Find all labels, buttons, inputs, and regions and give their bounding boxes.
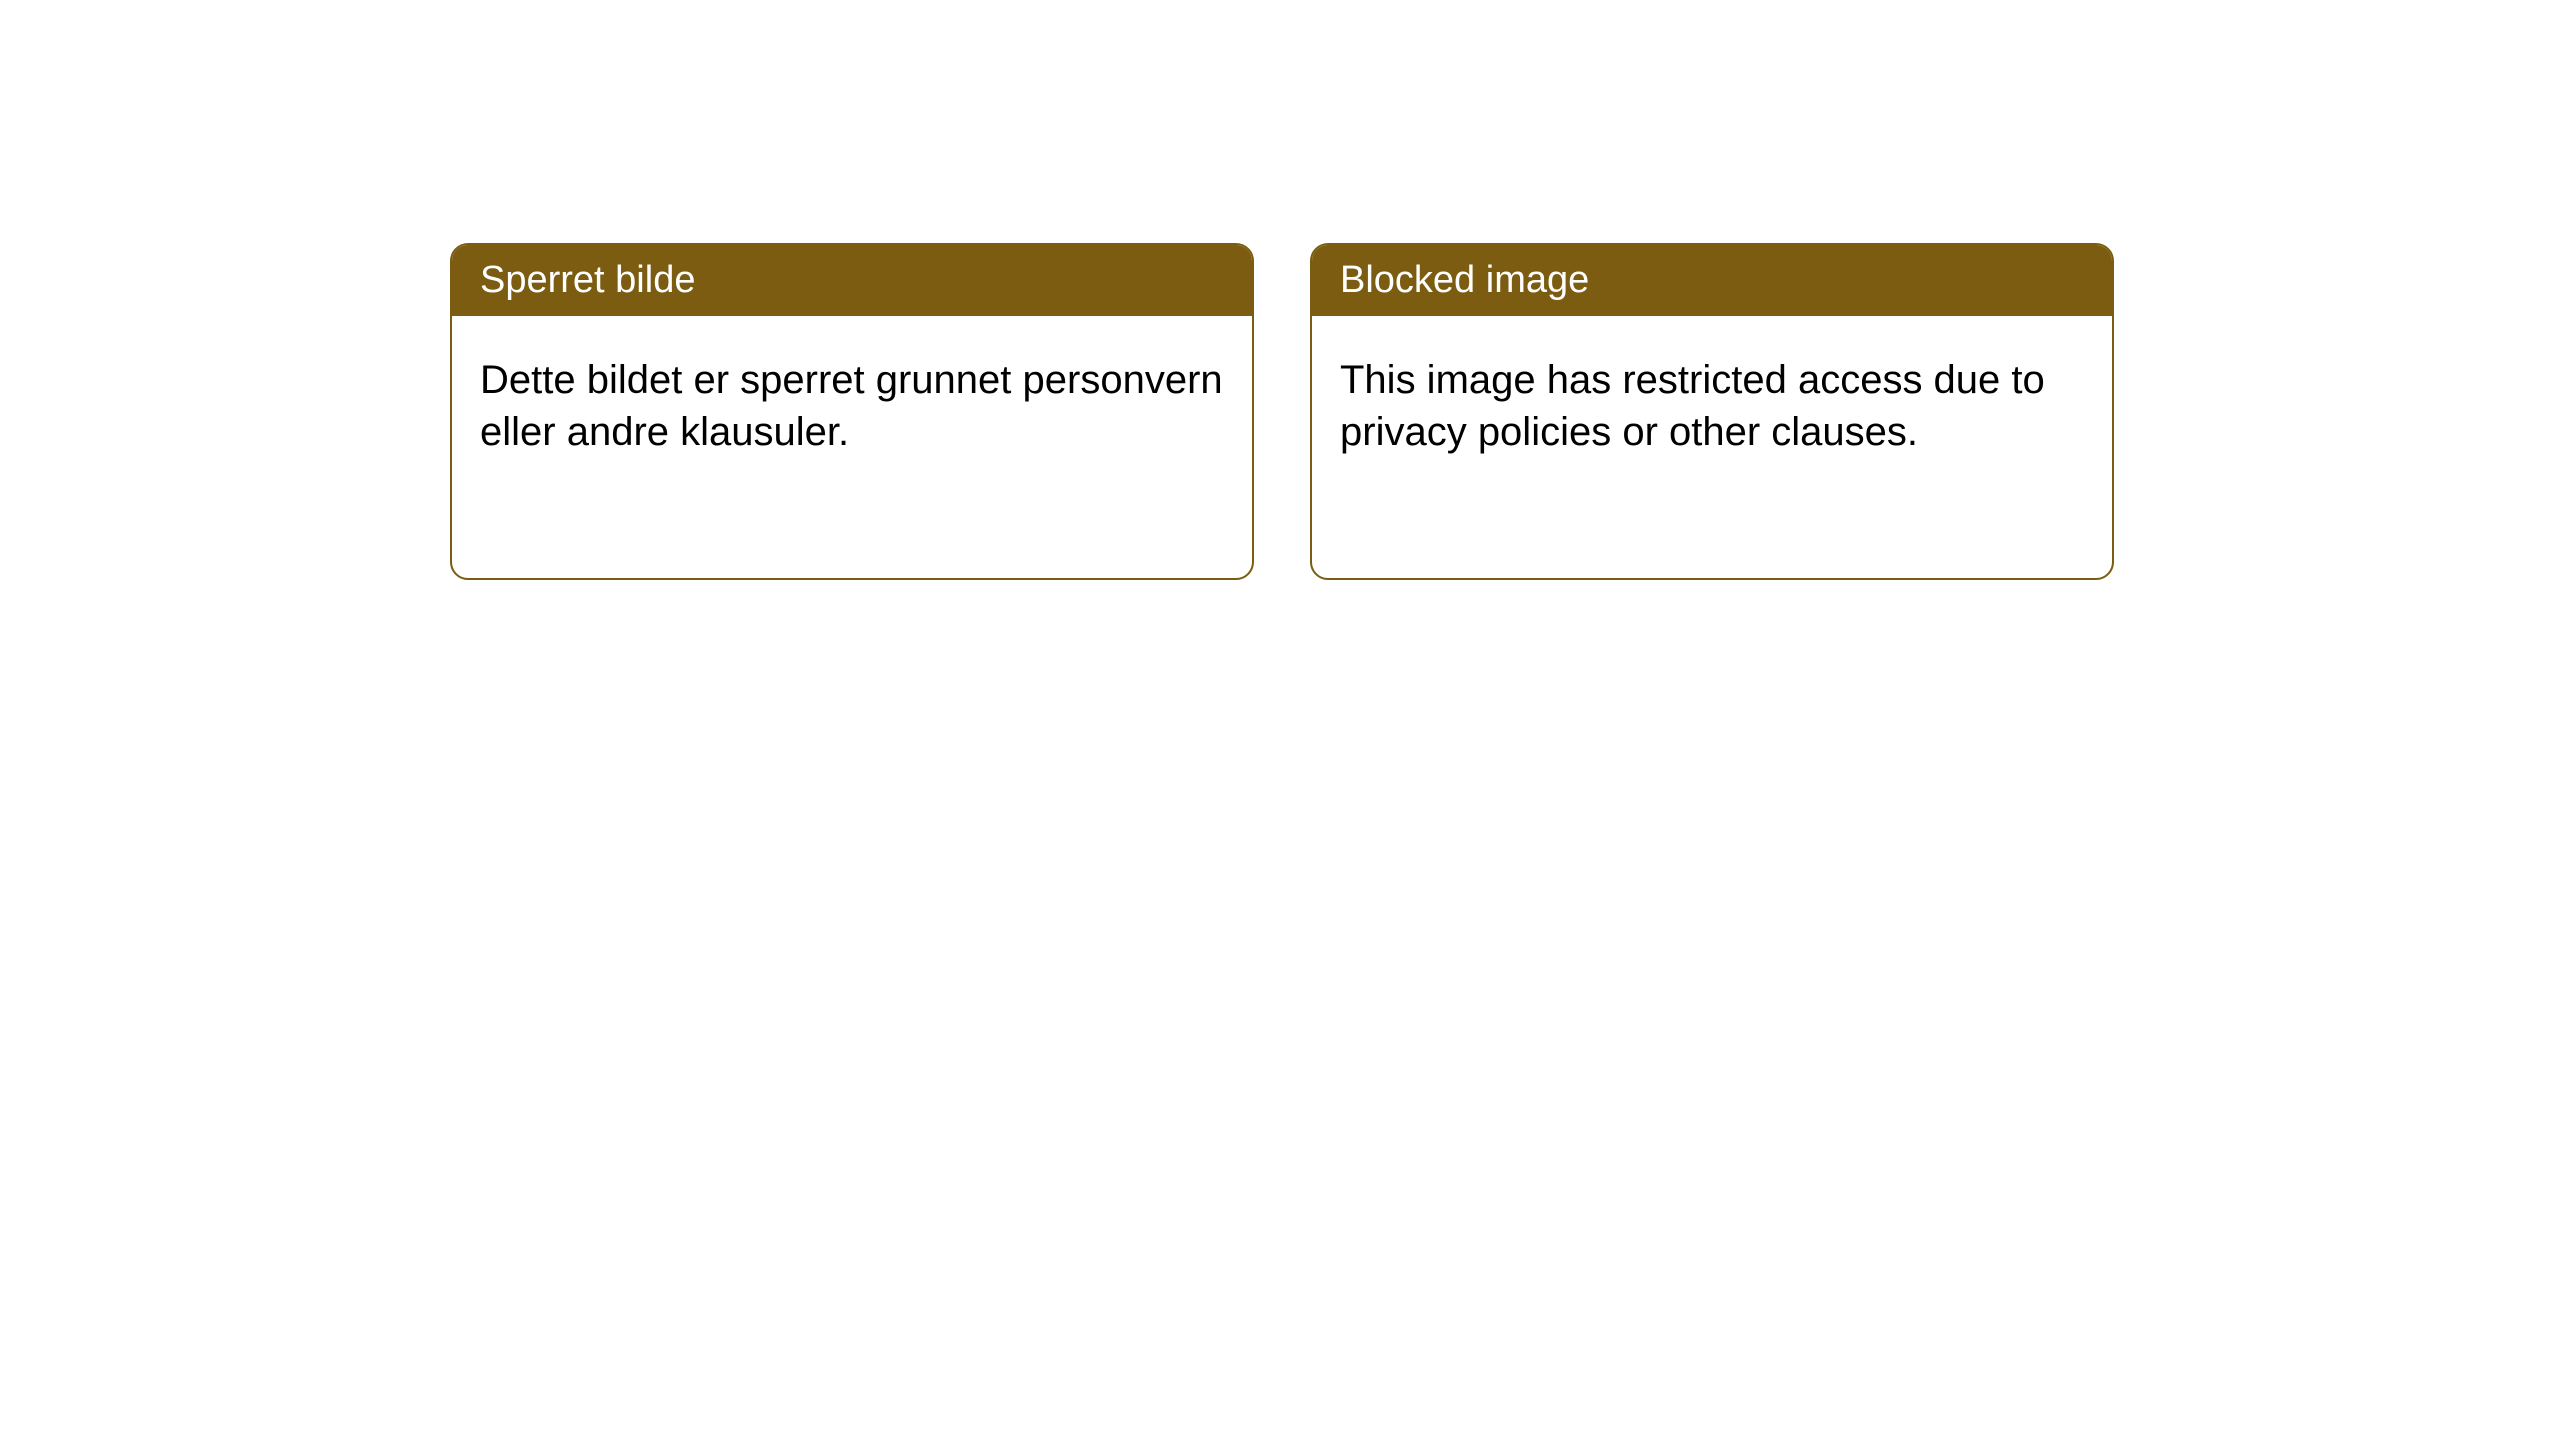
card-body-english: This image has restricted access due to … <box>1312 316 2112 496</box>
blocked-image-card-norwegian: Sperret bilde Dette bildet er sperret gr… <box>450 243 1254 580</box>
card-header-english: Blocked image <box>1312 245 2112 316</box>
card-body-norwegian: Dette bildet er sperret grunnet personve… <box>452 316 1252 496</box>
blocked-image-cards: Sperret bilde Dette bildet er sperret gr… <box>450 243 2560 580</box>
card-header-norwegian: Sperret bilde <box>452 245 1252 316</box>
blocked-image-card-english: Blocked image This image has restricted … <box>1310 243 2114 580</box>
